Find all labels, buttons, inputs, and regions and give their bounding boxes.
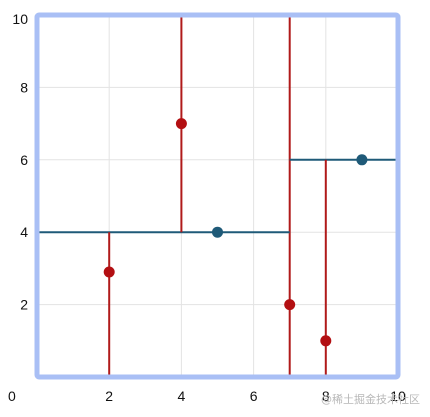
x-tick-label-1: 2 xyxy=(105,388,113,404)
data-points xyxy=(103,118,368,347)
y-tick-label-0: 2 xyxy=(20,297,28,313)
grid-layer xyxy=(37,15,398,377)
x-tick-label-5: 10 xyxy=(390,388,406,404)
x-tick-label-0: 0 xyxy=(8,388,16,404)
data-point-blue-5 xyxy=(356,154,368,166)
plot-frame xyxy=(34,12,401,380)
data-point-red-4 xyxy=(320,335,332,347)
tick-labels: 0 2 4 6 8 10 2 4 6 8 10 xyxy=(8,11,406,404)
x-tick-label-3: 6 xyxy=(250,388,258,404)
x-tick-label-4: 8 xyxy=(322,388,330,404)
y-tick-label-3: 8 xyxy=(20,79,28,95)
x-tick-label-2: 4 xyxy=(178,388,186,404)
data-point-red-3 xyxy=(284,299,296,311)
data-point-red-1 xyxy=(175,118,187,130)
split-lines xyxy=(37,15,398,377)
y-tick-label-2: 6 xyxy=(20,152,28,168)
data-point-blue-2 xyxy=(212,226,223,238)
y-tick-label-1: 4 xyxy=(20,224,28,240)
y-tick-label-4: 10 xyxy=(12,11,28,27)
data-point-red-0 xyxy=(103,266,115,278)
watermark: @稀土掘金技术社区 xyxy=(321,393,420,406)
